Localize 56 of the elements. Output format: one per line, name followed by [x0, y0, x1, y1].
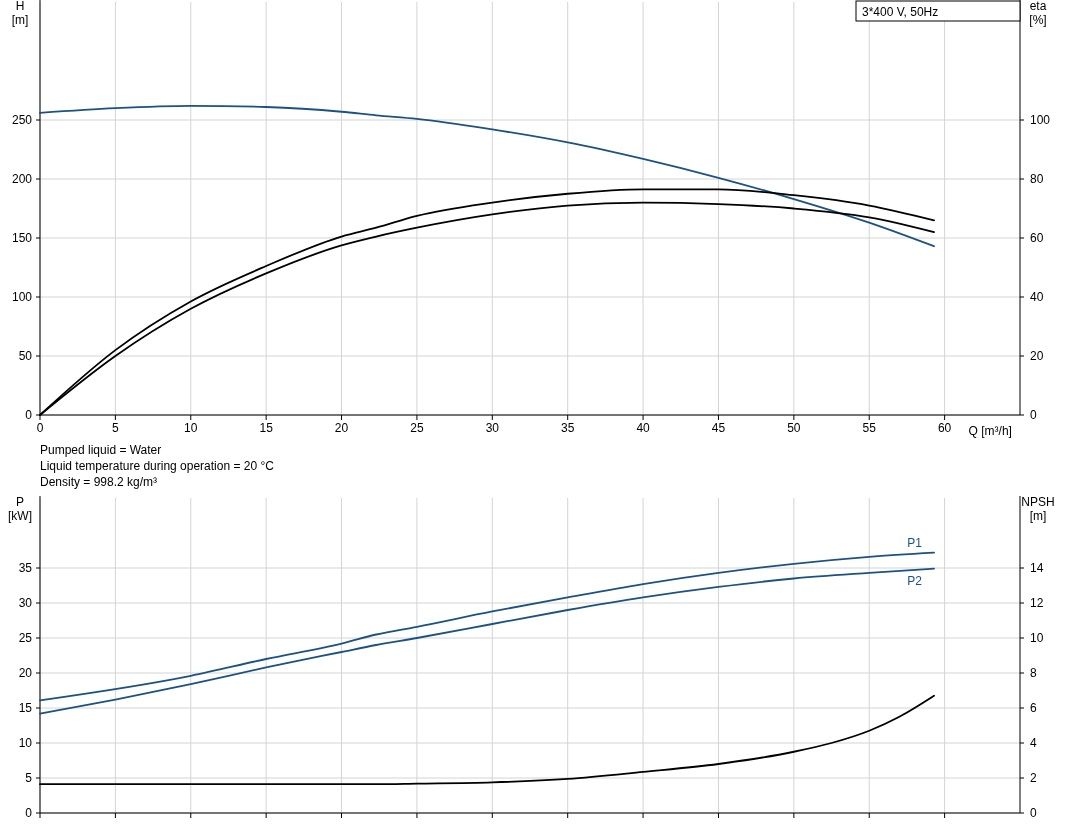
x-tick-label: 50	[787, 421, 801, 435]
chart-title: 3*400 V, 50Hz	[862, 5, 939, 19]
y-tick-label: 0	[25, 408, 33, 422]
x-tick-label: 35	[561, 421, 575, 435]
y2-tick-label: 10	[1030, 631, 1044, 645]
x-tick-label: 20	[334, 421, 349, 435]
series-label: P2	[907, 573, 923, 588]
y2-tick-label: 0	[1030, 408, 1037, 422]
y2-tick-label: 12	[1030, 596, 1044, 610]
line-series	[39, 104, 935, 248]
y-axis-title: P [kW]	[8, 495, 32, 523]
y2-tick-label: 0	[1030, 806, 1037, 820]
line-series	[39, 567, 935, 715]
y2-axis-title: NPSH [m]	[1021, 495, 1055, 523]
y-tick-label: 0	[25, 806, 33, 820]
y2-tick-label: 40	[1030, 290, 1044, 304]
y-tick-label: 20	[18, 666, 33, 680]
x-tick-label: 60	[937, 421, 952, 435]
y2-tick-label: 8	[1030, 666, 1037, 680]
x-tick-label: 0	[36, 421, 44, 435]
x-tick-label: 10	[184, 421, 198, 435]
y-tick-label: 30	[18, 596, 33, 610]
y-tick-label: 35	[18, 561, 33, 575]
x-tick-label: 15	[259, 421, 274, 435]
y-axis-title: H [m]	[11, 0, 29, 27]
y-tick-label: 25	[18, 631, 33, 645]
series-label: P1	[907, 535, 923, 550]
title-frame: 3*400 V, 50Hz	[855, 0, 1021, 22]
line-series	[39, 551, 935, 702]
y-tick-label: 50	[18, 349, 33, 363]
y2-tick-label: 4	[1030, 736, 1037, 750]
y2-tick-label: 60	[1030, 231, 1044, 245]
y2-tick-label: 2	[1030, 771, 1037, 785]
x-tick-label: 45	[711, 421, 726, 435]
y-tick-label: 5	[25, 771, 33, 785]
x-tick-label: 5	[112, 421, 120, 435]
y2-tick-label: 6	[1030, 701, 1037, 715]
y-tick-label: 150	[11, 231, 33, 245]
y2-tick-label: 80	[1030, 172, 1044, 186]
y2-tick-label: 100	[1030, 113, 1051, 127]
text: Density = 998.2 kg/m³	[40, 475, 158, 489]
x-tick-label: 25	[410, 421, 424, 435]
x-tick-label: 55	[862, 421, 877, 435]
y2-axis-title: eta [%]	[1029, 0, 1047, 27]
y-tick-label: 15	[18, 701, 33, 715]
x-tick-label: 30	[485, 421, 500, 435]
y-tick-label: 10	[18, 736, 33, 750]
text: Pumped liquid = Water	[40, 443, 162, 457]
y2-tick-label: 14	[1030, 561, 1044, 575]
x-axis-title: Q [m³/h]	[968, 424, 1012, 438]
text: Liquid temperature during operation = 20 °C	[40, 459, 275, 473]
y-tick-label: 200	[11, 172, 33, 186]
y-tick-label: 250	[11, 113, 33, 127]
x-tick-label: 40	[636, 421, 651, 435]
y-tick-label: 100	[11, 290, 33, 304]
y2-tick-label: 20	[1030, 349, 1044, 363]
